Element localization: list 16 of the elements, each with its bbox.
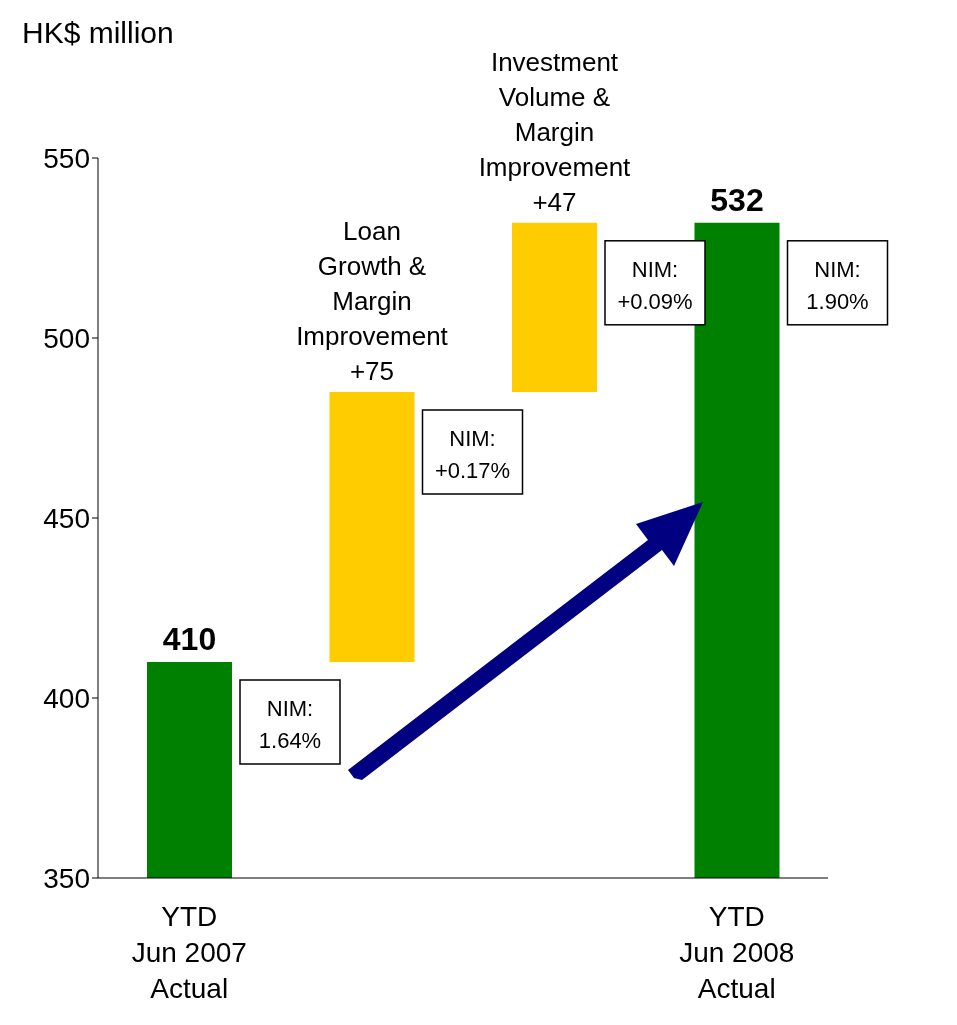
data-label: 532 (710, 181, 764, 218)
y-tick-label: 550 (43, 142, 90, 174)
data-label: 410 (162, 621, 217, 657)
y-axis-title: HK$ million (22, 16, 174, 50)
data-label: Investment Volume & Margin Improvement +47 (478, 46, 632, 217)
annotation: NIM: 1.64% (258, 696, 322, 753)
y-tick-label: 400 (43, 682, 90, 714)
annotation: NIM: +0.17% (434, 426, 511, 483)
annotation: NIM: +0.09% (617, 256, 693, 314)
x-tick-label: YTD Jun 2008 Actual (679, 901, 795, 1004)
x-tick-label: YTD Jun 2007 Actual (131, 901, 247, 1004)
y-tick-label: 500 (43, 322, 90, 354)
y-tick-label: 350 (43, 862, 90, 894)
y-tick-label: 450 (43, 502, 90, 534)
data-label: Loan Growth & Margin Improvement +75 (296, 216, 449, 386)
annotation: NIM: 1.90% (806, 256, 869, 314)
